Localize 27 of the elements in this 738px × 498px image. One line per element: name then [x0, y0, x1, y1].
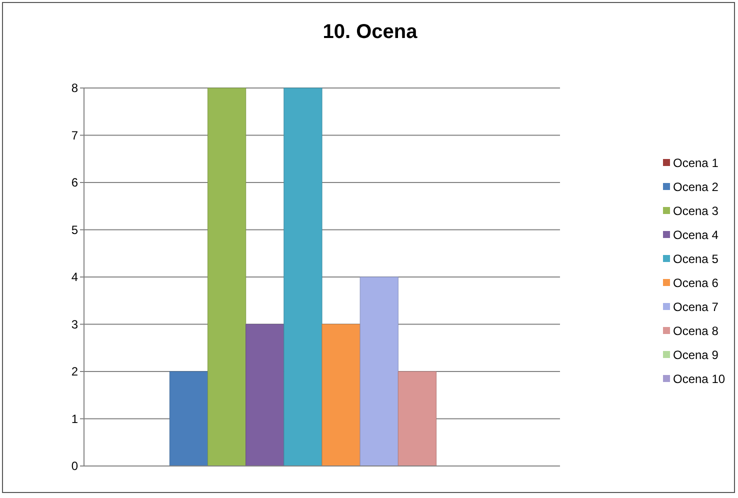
y-tick-label: 6 [71, 176, 78, 190]
legend-label: Ocena 8 [673, 324, 719, 338]
legend-label: Ocena 9 [673, 348, 719, 362]
y-tick-label: 0 [71, 459, 78, 473]
y-tick-label: 1 [71, 412, 78, 426]
y-tick-label: 2 [71, 364, 78, 378]
y-tick-label: 7 [71, 128, 78, 142]
chart-title: 10. Ocena [322, 21, 418, 43]
y-tick-label: 5 [71, 222, 78, 237]
bar [322, 324, 360, 466]
bar [246, 324, 284, 466]
legend-label: Ocena 2 [673, 180, 719, 194]
legend-label: Ocena 7 [673, 300, 719, 314]
legend-label: Ocena 4 [673, 228, 719, 242]
bar [284, 88, 322, 466]
legend-label: Ocena 5 [673, 252, 719, 266]
bar [169, 371, 208, 466]
y-tick-label: 3 [71, 317, 78, 332]
y-tick-label: 8 [71, 81, 78, 95]
bar [360, 276, 398, 466]
bar [208, 88, 246, 466]
bar [398, 371, 436, 466]
legend-label: Ocena 3 [673, 204, 719, 218]
legend-label: Ocena 6 [673, 276, 719, 290]
y-tick-label: 4 [71, 270, 78, 284]
legend-label: Ocena 10 [673, 372, 726, 386]
legend-label: Ocena 1 [673, 156, 719, 170]
